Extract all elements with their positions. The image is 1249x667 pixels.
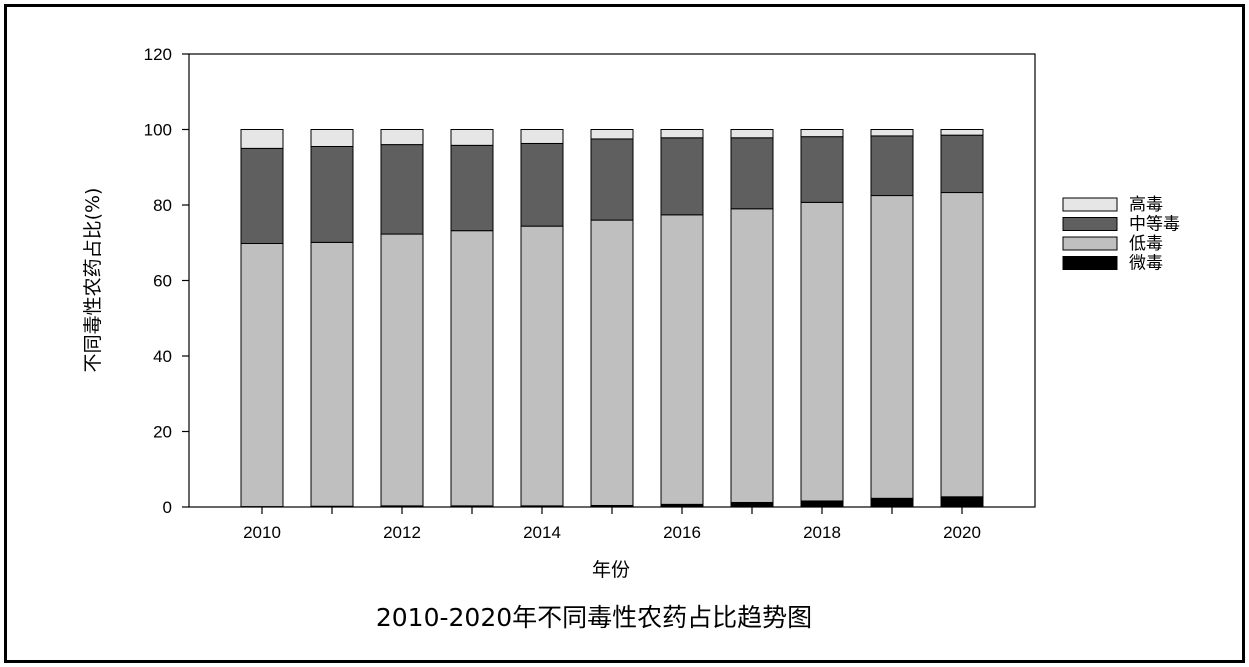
x-tick-label: 2020 (943, 523, 981, 542)
bar-segment-2016-1 (660, 214, 704, 505)
bar-segment-2018-2 (800, 136, 844, 203)
y-tick-label: 0 (163, 498, 172, 517)
bar-segment-2013-2 (450, 144, 494, 232)
y-tick-label: 80 (153, 196, 172, 215)
bar-segment-2018-3 (800, 129, 844, 138)
x-tick-label: 2012 (383, 523, 421, 542)
x-tick-label: 2018 (803, 523, 841, 542)
legend-swatch (1062, 236, 1118, 251)
legend-label: 低毒 (1129, 234, 1163, 254)
y-tick-label: 120 (144, 45, 172, 64)
bar-segment-2017-3 (730, 129, 774, 139)
legend-label: 高毒 (1129, 195, 1163, 215)
y-tick-label: 20 (153, 423, 172, 442)
x-tick-label: 2014 (523, 523, 561, 542)
bar-segment-2016-2 (660, 137, 704, 216)
x-tick-label: 2016 (663, 523, 701, 542)
legend-swatch (1062, 217, 1118, 231)
bar-segment-2016-3 (660, 129, 704, 139)
bar-segment-2020-1 (940, 192, 984, 498)
bar-segment-2012-2 (380, 144, 424, 235)
x-tick-label: 2010 (243, 523, 281, 542)
bar-segment-2013-1 (450, 230, 494, 507)
bar-segment-2017-0 (730, 501, 774, 508)
bar-segment-2015-2 (590, 138, 634, 221)
bar-segment-2020-3 (940, 129, 984, 136)
bar-segment-2014-1 (520, 225, 564, 507)
bar-segment-2010-3 (240, 129, 284, 149)
bar-segment-2019-3 (870, 129, 914, 137)
x-axis-title: 年份 (592, 559, 630, 581)
bar-segment-2019-0 (870, 497, 914, 508)
plot-area (240, 129, 984, 508)
legend-label: 微毒 (1129, 254, 1163, 274)
legend-swatch (1062, 197, 1118, 212)
legend-label: 中等毒 (1129, 215, 1180, 235)
bar-segment-2017-1 (730, 208, 774, 503)
bar-segment-2015-1 (590, 219, 634, 506)
bar-segment-2019-1 (870, 195, 914, 499)
bar-segment-2019-2 (870, 135, 914, 197)
bar-segment-2015-3 (590, 129, 634, 140)
bar-segment-2012-1 (380, 233, 424, 507)
bar-segment-2017-2 (730, 137, 774, 210)
bar-segment-2020-2 (940, 134, 984, 194)
bar-segment-2012-3 (380, 129, 424, 146)
bar-segment-2010-2 (240, 147, 284, 245)
bar-segment-2013-3 (450, 129, 494, 146)
y-axis-title: 不同毒性农药占比(%) (82, 188, 104, 373)
y-tick-label: 60 (153, 272, 172, 291)
bar-segment-2010-1 (240, 243, 284, 508)
bar-segment-2011-2 (310, 145, 354, 243)
y-tick-label: 100 (144, 121, 172, 140)
legend-swatch (1062, 256, 1118, 270)
y-tick-label: 40 (153, 347, 172, 366)
chart-title: 2010-2020年不同毒性农药占比趋势图 (376, 603, 812, 632)
bar-segment-2011-1 (310, 241, 354, 507)
bar-segment-2018-1 (800, 201, 844, 502)
bar-segment-2018-0 (800, 500, 844, 508)
bar-segment-2014-2 (520, 142, 564, 227)
bar-segment-2014-3 (520, 129, 564, 144)
axes: 0 20 40 60 80 100 120 2010 2012 2014 2016 2018 2020 (144, 45, 1036, 542)
bar-segment-2011-3 (310, 129, 354, 147)
bar-segment-2020-0 (940, 496, 984, 508)
